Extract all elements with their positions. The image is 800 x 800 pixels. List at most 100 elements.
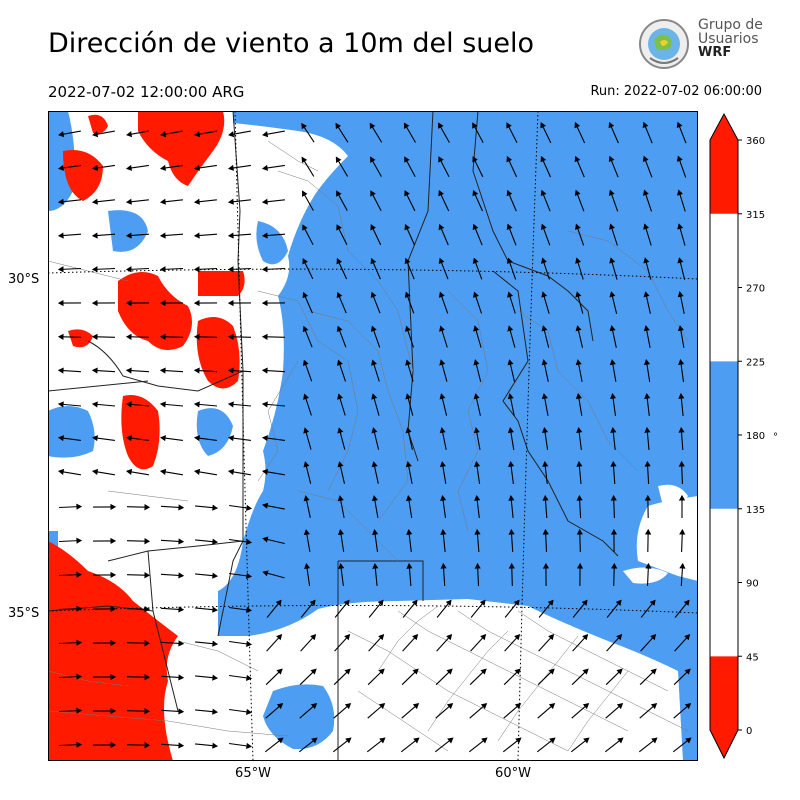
wind-arrow-head <box>445 599 452 606</box>
wind-arrow-head <box>212 640 219 647</box>
wind-arrow-head <box>413 737 420 744</box>
wind-arrow-head <box>507 359 514 366</box>
wind-arrow-head <box>159 333 166 340</box>
wind-arrow-head <box>473 393 480 400</box>
wind-arrow-head <box>276 668 283 675</box>
wind-arrow-head <box>261 401 268 408</box>
wind-arrow-head <box>676 121 683 129</box>
wind-arrow-head <box>378 668 385 675</box>
wind-arrow-head <box>193 232 200 239</box>
wind-arrow-head <box>303 529 310 536</box>
wind-arrow-head <box>246 606 253 613</box>
wind-arrow-head <box>404 257 411 265</box>
colorbar-band <box>710 656 738 758</box>
wind-arrow-head <box>246 708 253 715</box>
wind-arrow-head <box>76 503 83 510</box>
wind-arrow-head <box>472 156 478 163</box>
wind-arrow-head <box>110 503 117 511</box>
wind-arrow-head <box>576 528 583 535</box>
wind-arrow-head <box>261 232 268 239</box>
wind-arrow-head <box>547 599 554 606</box>
wind-arrow-head <box>178 640 185 647</box>
wind-arrow-head <box>110 707 117 715</box>
wind-arrow-head <box>309 599 316 606</box>
wind-arrow-head <box>644 494 651 501</box>
wind-arrow-head <box>651 737 658 744</box>
wind-arrow-head <box>472 189 479 197</box>
wind-arrow-head <box>541 426 549 433</box>
wind-arrow-head <box>609 325 616 332</box>
wind-arrow-head <box>370 224 376 231</box>
wind-arrow-head <box>144 708 151 715</box>
wind-arrow-head <box>371 427 378 434</box>
logo-line-3: WRF <box>698 45 732 60</box>
wind-arrow-head <box>57 401 64 408</box>
colorbar-tick-label: 45 <box>746 652 759 663</box>
wind-arrow-head <box>338 562 345 569</box>
wind-arrow-head <box>575 223 581 230</box>
wind-arrow-head <box>581 599 588 606</box>
wind-arrow-head <box>178 742 185 749</box>
wind-arrow-head <box>610 426 617 433</box>
wind-arrow-head <box>508 494 515 501</box>
wind-arrow-head <box>261 164 268 171</box>
wind-arrow-head <box>684 634 691 641</box>
wind-arrow-head <box>472 291 479 298</box>
wind-arrow-head <box>193 299 200 307</box>
logo-line-2: Usuarios <box>698 31 759 47</box>
wind-arrow-head <box>473 427 480 434</box>
wind-arrow-head <box>337 495 344 502</box>
wind-arrow-head <box>57 367 64 374</box>
wind-arrow-head <box>644 460 651 467</box>
wind-arrow-head <box>508 460 515 467</box>
wind-arrow-head <box>576 494 583 501</box>
wind-arrow-head <box>370 156 376 163</box>
wind-arrow-head <box>644 392 651 399</box>
wind-arrow-head <box>616 634 623 641</box>
wind-arrow-head <box>370 257 377 265</box>
wind-arrow-head <box>212 708 219 715</box>
wind-arrow-head <box>540 189 547 197</box>
wind-arrow-head <box>683 599 690 606</box>
wind-arrow-head <box>439 461 446 468</box>
wind-arrow-head <box>275 599 282 606</box>
wind-arrow-head <box>159 266 166 273</box>
wind-arrow-head <box>678 358 685 365</box>
wind-arrow-head <box>144 742 151 749</box>
wind-arrow-head <box>616 668 623 675</box>
wind-arrow-head <box>344 634 351 641</box>
wind-arrow-head <box>404 223 411 231</box>
lat-label-35s: 35°S <box>8 606 40 621</box>
wind-arrow-head <box>508 528 515 535</box>
wind-arrow-head <box>576 562 584 569</box>
wind-arrow-head <box>144 504 151 511</box>
wind-arrow-head <box>227 401 234 408</box>
wind-arrow-head <box>472 257 479 264</box>
wind-arrow-head <box>412 703 420 710</box>
wind-arrow-head <box>193 401 200 408</box>
wind-arrow-head <box>276 634 283 641</box>
wind-arrow-head <box>507 426 515 434</box>
wind-arrow-head <box>412 668 419 675</box>
wind-arrow-head <box>159 299 166 307</box>
wind-arrow-head <box>178 504 185 511</box>
wind-arrow-head <box>472 122 478 129</box>
wind-arrow-head <box>310 668 317 675</box>
wind-arrow-head <box>446 634 453 641</box>
wind-arrow-head <box>57 333 64 340</box>
wind-arrow-head <box>582 634 589 641</box>
wind-arrow-head <box>110 605 117 613</box>
wind-arrow-head <box>261 198 268 205</box>
wind-arrow-head <box>480 703 488 710</box>
wind-arrow-head <box>227 232 234 239</box>
wind-arrow-head <box>302 258 308 265</box>
wind-arrow-head <box>144 538 151 545</box>
wind-arrow-head <box>440 562 447 569</box>
wind-arrow-head <box>144 674 151 681</box>
wind-arrow-head <box>679 528 686 535</box>
wind-arrow-head <box>575 359 582 366</box>
wind-arrow-head <box>479 599 486 606</box>
wind-arrow-head <box>378 703 386 710</box>
wind-arrow-head <box>608 155 615 163</box>
wind-arrow-head <box>261 468 269 476</box>
